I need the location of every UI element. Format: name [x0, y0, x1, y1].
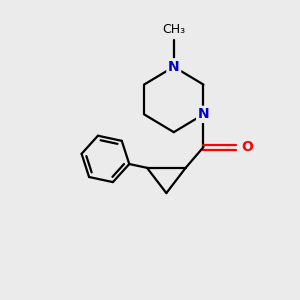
- Text: N: N: [198, 107, 209, 121]
- Text: O: O: [242, 140, 254, 154]
- Text: N: N: [168, 60, 180, 74]
- Text: CH₃: CH₃: [162, 23, 185, 37]
